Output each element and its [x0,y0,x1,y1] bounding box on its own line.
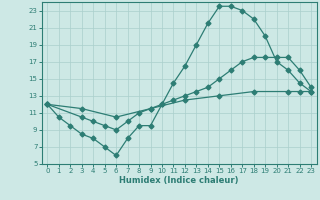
X-axis label: Humidex (Indice chaleur): Humidex (Indice chaleur) [119,176,239,185]
